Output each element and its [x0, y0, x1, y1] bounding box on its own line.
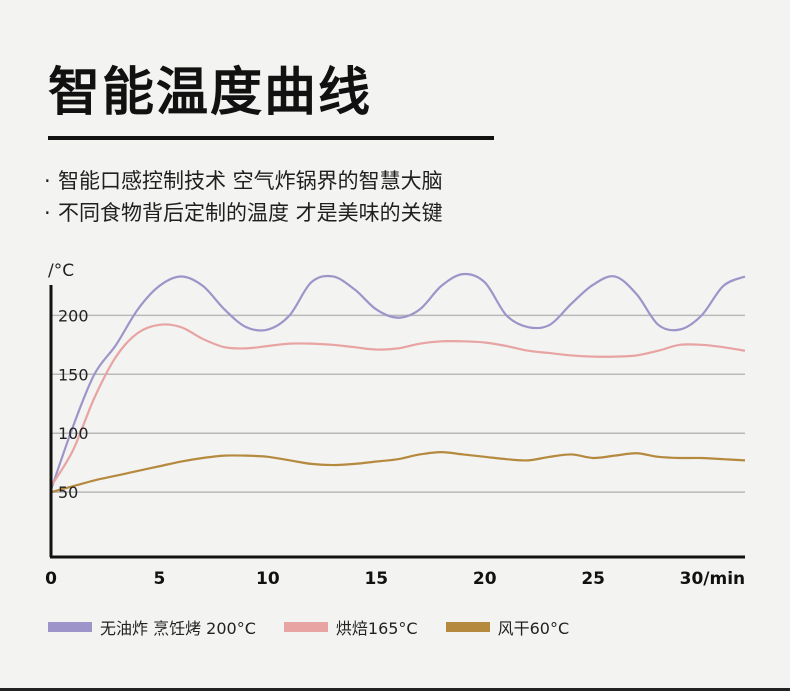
- legend-item: 烘焙165°C: [283, 615, 418, 639]
- x-tick-label: 30/min: [680, 569, 746, 589]
- chart-legend: 无油炸 烹饪烤 200°C 烘焙165°C 风干60°C: [48, 614, 597, 640]
- legend-item: 风干60°C: [445, 615, 570, 639]
- y-axis-label: /°C: [48, 261, 74, 281]
- bullet-text: 智能口感控制技术 空气炸锅界的智慧大脑: [58, 169, 443, 193]
- legend-swatch: [48, 622, 92, 632]
- series-line-1: [50, 323, 746, 487]
- bullet-item: · 智能口感控制技术 空气炸锅界的智慧大脑: [44, 165, 443, 197]
- title-underline: [48, 136, 494, 140]
- x-tick-label: 10: [256, 569, 280, 589]
- x-tick-label: 0: [45, 569, 57, 589]
- bullet-item: · 不同食物背后定制的温度 才是美味的关键: [44, 197, 443, 229]
- page-title: 智能温度曲线: [48, 63, 373, 123]
- legend-label: 无油炸 烹饪烤 200°C: [100, 619, 256, 638]
- series-line-2: [50, 450, 746, 494]
- x-tick-label: 20: [473, 569, 497, 589]
- legend-item: 无油炸 烹饪烤 200°C: [48, 615, 256, 639]
- y-tick-label: 200: [58, 306, 89, 325]
- legend-label: 风干60°C: [497, 619, 570, 638]
- bottom-border: [0, 688, 790, 691]
- series-line-0: [49, 272, 746, 491]
- x-tick-label: 15: [364, 569, 388, 589]
- x-tick-label: 5: [154, 569, 166, 589]
- y-tick-label: 100: [58, 424, 89, 443]
- bullet-dot-icon: ·: [44, 201, 51, 225]
- bullet-dot-icon: ·: [44, 169, 51, 193]
- legend-swatch: [283, 622, 328, 632]
- legend-label: 烘焙165°C: [335, 619, 418, 638]
- bullet-text: 不同食物背后定制的温度 才是美味的关键: [58, 201, 443, 225]
- y-tick-label: 150: [58, 365, 89, 384]
- legend-swatch: [445, 622, 490, 632]
- y-tick-label: 50: [58, 483, 78, 502]
- feature-bullets: · 智能口感控制技术 空气炸锅界的智慧大脑 · 不同食物背后定制的温度 才是美味的关…: [44, 165, 443, 229]
- x-tick-label: 25: [581, 569, 605, 589]
